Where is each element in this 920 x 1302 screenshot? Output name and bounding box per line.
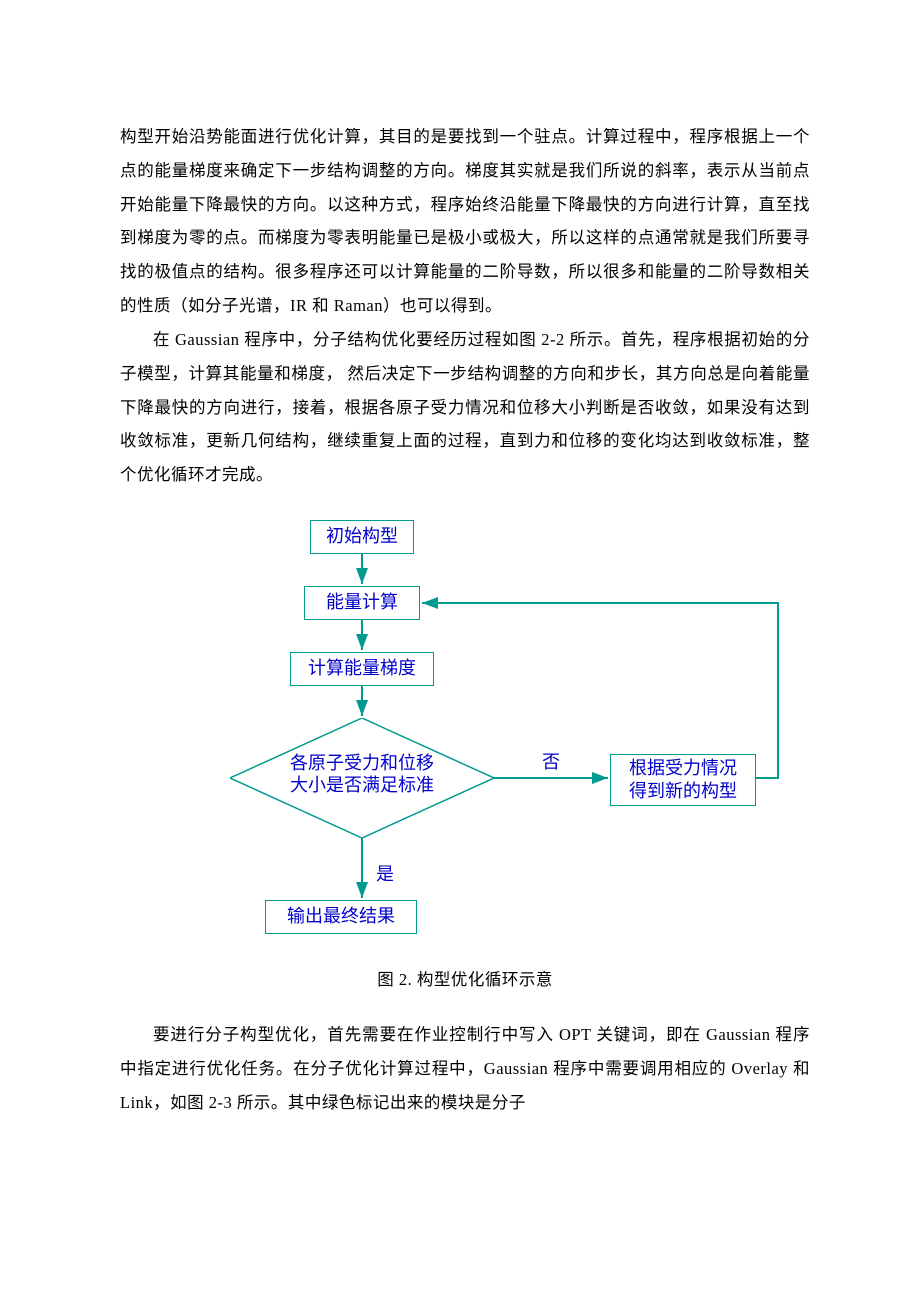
- edge-label-no: 否: [542, 748, 560, 774]
- spacer: [120, 990, 810, 1018]
- paragraph-2: 在 Gaussian 程序中，分子结构优化要经历过程如图 2-2 所示。首先，程…: [120, 323, 810, 492]
- flowchart-node-gradient: 计算能量梯度: [290, 652, 434, 686]
- figure-caption: 图 2. 构型优化循环示意: [120, 966, 810, 990]
- paragraph-3: 要进行分子构型优化，首先需要在作业控制行中写入 OPT 关键词，即在 Gauss…: [120, 1018, 810, 1119]
- flowchart-node-update: 根据受力情况 得到新的构型: [610, 754, 756, 806]
- flowchart-node-energy: 能量计算: [304, 586, 420, 620]
- page: 构型开始沿势能面进行优化计算，其目的是要找到一个驻点。计算过程中，程序根据上一个…: [0, 0, 920, 1302]
- flowchart-node-output: 输出最终结果: [265, 900, 417, 934]
- flowchart-node-decision: 各原子受力和位移 大小是否满足标准: [230, 718, 494, 838]
- decision-line2: 大小是否满足标准: [290, 775, 434, 795]
- update-line1: 根据受力情况: [629, 757, 737, 780]
- decision-line1: 各原子受力和位移: [290, 753, 434, 773]
- update-line2: 得到新的构型: [629, 780, 737, 803]
- flowchart-figure: 初始构型 能量计算 计算能量梯度 各原子受力和位移 大小是否满足标准 根据受力情…: [120, 520, 810, 960]
- edge-label-yes: 是: [376, 860, 394, 886]
- flowchart-node-start: 初始构型: [310, 520, 414, 554]
- paragraph-1: 构型开始沿势能面进行优化计算，其目的是要找到一个驻点。计算过程中，程序根据上一个…: [120, 120, 810, 323]
